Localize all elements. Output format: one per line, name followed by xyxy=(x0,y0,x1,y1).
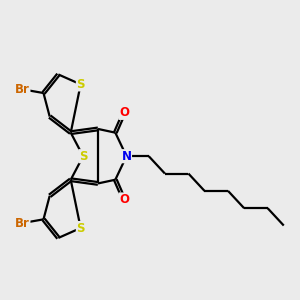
Text: S: S xyxy=(76,221,85,235)
Text: Br: Br xyxy=(15,217,30,230)
Text: O: O xyxy=(119,106,129,119)
Text: O: O xyxy=(119,193,129,206)
Text: S: S xyxy=(76,78,85,91)
Text: S: S xyxy=(79,150,87,163)
Text: Br: Br xyxy=(15,83,30,96)
Text: N: N xyxy=(122,150,131,163)
